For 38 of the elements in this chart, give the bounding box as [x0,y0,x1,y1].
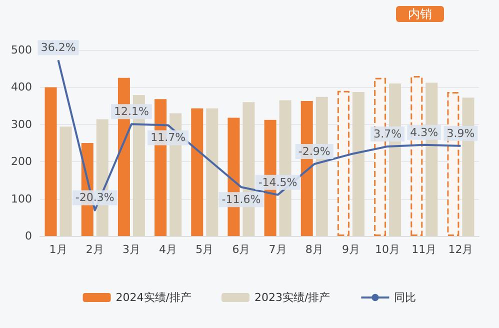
data-label: 11.7% [150,131,186,144]
x-tick-label: 6月 [232,243,250,256]
legend-label: 2023实绩/排产 [254,291,330,304]
data-label: 4.3% [410,126,438,139]
x-tick-label: 3月 [122,243,140,256]
y-tick-label: 400 [11,80,32,94]
data-label: -14.5% [258,176,298,189]
x-tick-label: 4月 [159,243,178,256]
chart-title: 内销 [408,7,432,21]
x-tick-label: 10月 [375,243,400,256]
legend-label: 2024实绩/排产 [116,291,192,304]
x-tick-label: 9月 [342,243,360,256]
y-tick-label: 0 [25,230,32,242]
x-tick-label: 11月 [412,243,437,256]
data-label: -11.6% [222,193,261,206]
y-tick-label: 100 [11,192,32,206]
x-tick-label: 2月 [86,243,104,256]
x-tick-label: 7月 [268,243,287,256]
data-label: -2.9% [298,144,330,158]
y-tick-label: 300 [11,118,32,131]
data-label: 3.9% [446,126,475,140]
bar [191,108,204,236]
x-tick-label: 5月 [196,243,214,256]
y-tick-label: 500 [11,44,32,56]
x-tick-label: 12月 [448,243,474,256]
x-tick-label: 8月 [305,243,324,256]
legend-label: 同比 [394,291,416,304]
y-tick-label: 200 [11,155,32,168]
bar [206,108,218,236]
data-label: 3.7% [374,127,402,140]
bar [44,87,57,236]
bar [60,126,72,236]
bar [352,92,364,236]
data-label: 12.1% [114,105,149,118]
data-label: -20.3% [75,191,114,204]
x-tick-label: 1月 [49,243,68,256]
data-label: 36.2% [40,41,76,54]
bar [337,90,350,236]
